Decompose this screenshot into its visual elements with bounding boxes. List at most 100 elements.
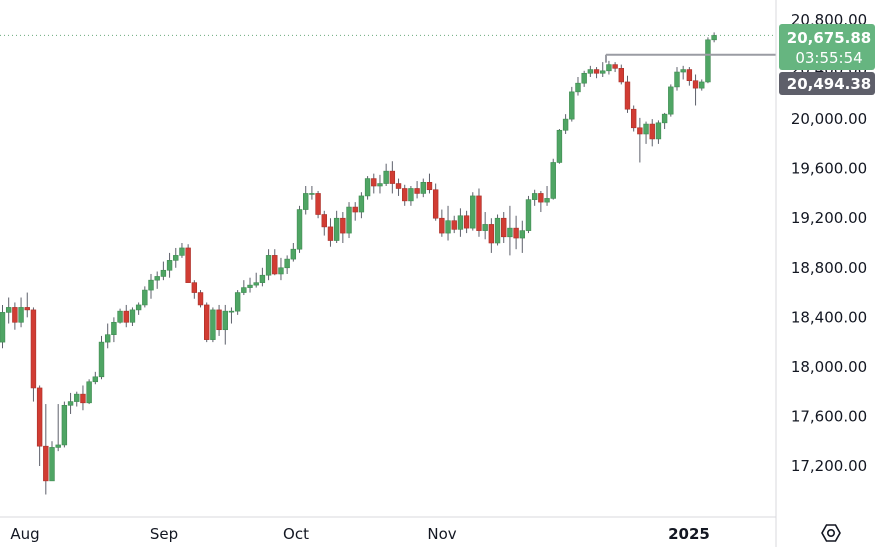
candle [705,37,711,84]
candle [129,307,136,327]
candle [618,64,625,85]
candle [643,121,649,144]
candle [92,371,99,385]
candle [290,243,297,262]
time-axis[interactable]: Aug Sep Oct Nov 2025 [10,525,710,543]
settings-gear-icon[interactable] [821,524,841,542]
candle [49,441,55,482]
candle [247,277,253,293]
current-price-label: 20,675.88 [787,29,871,47]
candle [612,62,618,73]
candle [67,392,74,414]
candle [278,257,284,281]
candle [327,218,334,247]
candle [333,210,340,243]
candle [587,65,594,77]
candle [668,84,674,117]
price-tick-label: 17,200.00 [791,457,867,475]
candle [228,307,235,324]
candle [204,302,210,343]
candle [123,304,129,328]
time-tick-label: Sep [150,525,178,543]
candle [544,186,550,206]
candle [104,323,111,349]
candle [191,280,198,299]
candle [321,210,327,236]
candle [173,247,179,268]
candle [593,67,600,79]
candle [445,205,451,241]
price-tick-label: 17,600.00 [791,407,867,425]
candle [234,290,241,315]
candle [383,163,389,187]
candle [575,76,581,96]
candle [451,215,457,234]
candle [315,190,321,219]
candle [457,208,464,237]
candle [309,186,315,200]
candle [408,186,414,206]
candle [507,205,513,256]
candle [600,62,606,77]
candle [395,178,402,196]
candle [117,308,123,324]
candle [661,112,668,130]
candle [476,188,482,237]
candle [185,244,191,283]
candle [253,272,259,288]
candle [538,190,544,213]
price-tick-label: 18,800.00 [791,259,867,277]
candle [30,307,37,402]
candle [402,184,408,206]
candle [24,292,30,318]
candle [420,178,426,198]
candle [569,86,575,122]
candle [148,273,154,299]
candle [513,215,519,250]
candle [692,74,699,106]
candle [463,210,470,234]
candle [649,119,655,147]
candle [241,280,247,296]
candle [525,195,532,234]
candle [488,218,495,253]
time-tick-label: 2025 [668,525,710,543]
candle [18,297,24,328]
time-tick-label: Aug [10,525,39,543]
candle [296,205,303,253]
candle [501,212,507,243]
candle [482,212,488,240]
candle [284,255,290,274]
candle [166,252,173,278]
candle [624,75,631,113]
candle [5,297,12,324]
reference-price-label: 20,494.38 [787,75,871,93]
price-tick-label: 18,000.00 [791,358,867,376]
candle [74,391,80,407]
candle [142,286,148,308]
price-tick-label: 20,000.00 [791,110,867,128]
candle [711,32,717,43]
candle [352,202,358,221]
candle [43,404,49,495]
candle [197,290,204,308]
candle [179,243,185,258]
time-tick-label: Nov [427,525,456,543]
candle [550,158,556,200]
overlay-layer [0,34,776,63]
candle [519,220,525,253]
candle [0,304,6,349]
candle [389,161,396,194]
candle [160,261,167,281]
candle [61,401,68,448]
candle [556,129,563,164]
candle [265,249,272,281]
candle [470,192,476,231]
candle [426,173,433,194]
candle [637,117,643,163]
candle [36,385,43,466]
candle [12,302,18,330]
candle [216,304,222,336]
